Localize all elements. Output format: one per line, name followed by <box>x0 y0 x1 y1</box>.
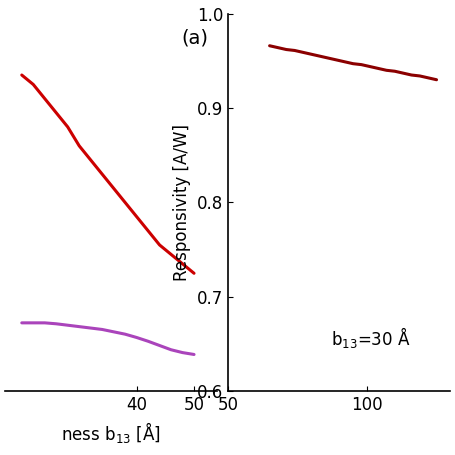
Text: (a): (a) <box>181 29 208 48</box>
Y-axis label: Responsivity [A/W]: Responsivity [A/W] <box>173 124 191 281</box>
X-axis label: ness b$_{13}$ [Å]: ness b$_{13}$ [Å] <box>61 420 161 445</box>
Text: b$_{13}$=30 Å: b$_{13}$=30 Å <box>331 325 410 350</box>
